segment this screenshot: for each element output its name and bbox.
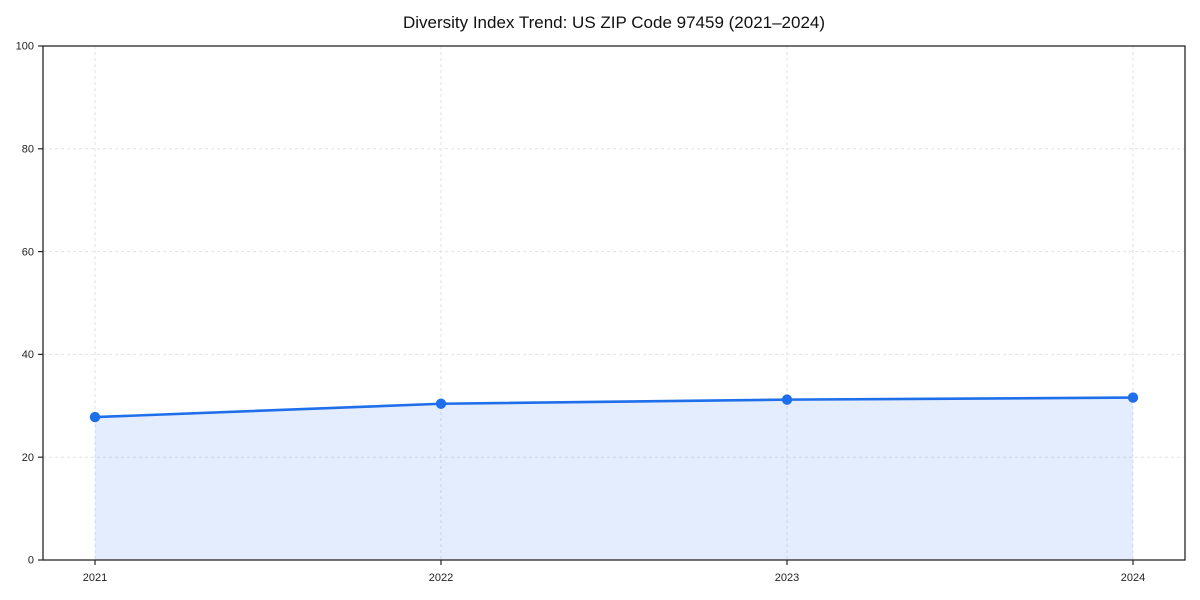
axis-frame xyxy=(42,45,1186,561)
y-axis-tick-label: 60 xyxy=(22,246,34,258)
x-axis-tick-label: 2024 xyxy=(1121,572,1145,584)
data-point xyxy=(781,394,793,405)
area-fill xyxy=(95,397,1133,560)
y-axis-tick-label: 100 xyxy=(16,41,34,53)
x-axis-tick-label: 2021 xyxy=(83,572,107,584)
trend-line xyxy=(93,396,1135,419)
y-axis-tick-label: 20 xyxy=(22,452,34,464)
y-axis-tick-label: 80 xyxy=(22,144,34,156)
y-axis-tick-label: 0 xyxy=(28,555,34,567)
x-axis-tick-label: 2022 xyxy=(429,572,453,584)
chart-title: Diversity Index Trend: US ZIP Code 97459… xyxy=(402,13,826,32)
data-point xyxy=(1127,392,1139,403)
data-point xyxy=(89,411,101,423)
x-axis-tick-label: 2023 xyxy=(775,572,799,584)
data-point xyxy=(435,398,447,409)
y-axis-tick-label: 40 xyxy=(22,349,34,361)
